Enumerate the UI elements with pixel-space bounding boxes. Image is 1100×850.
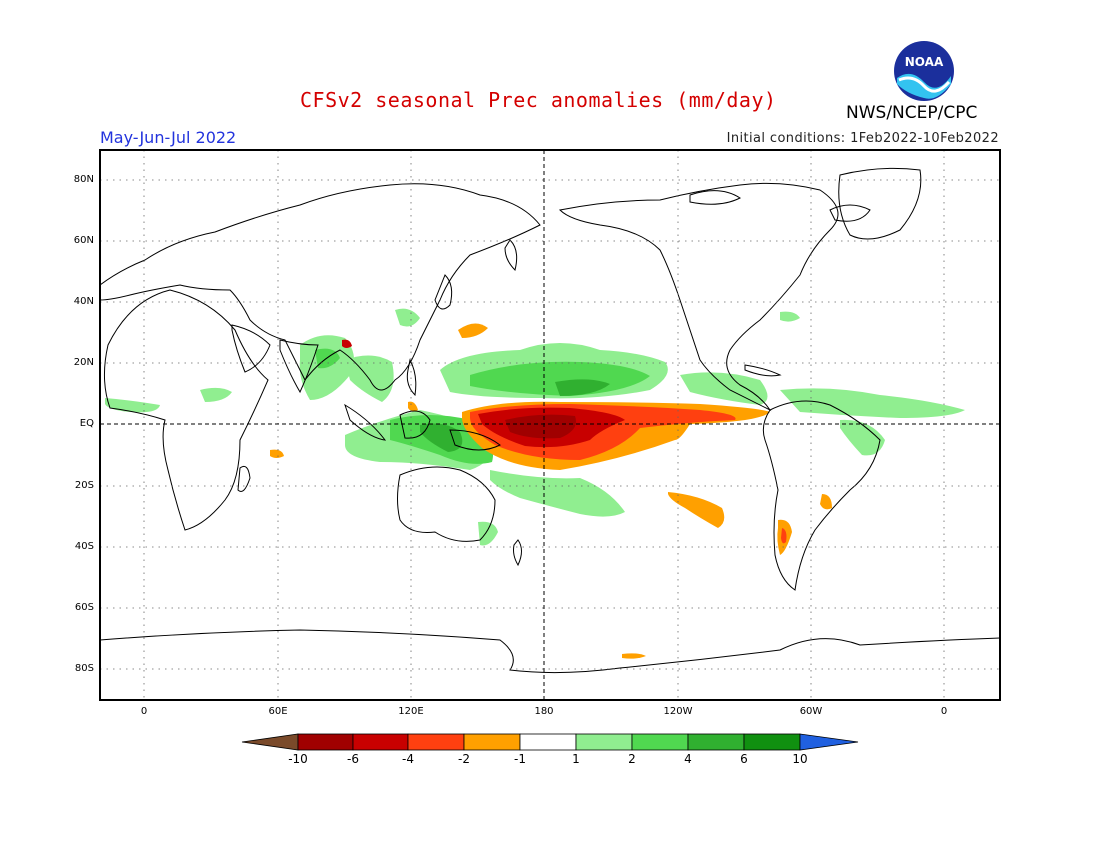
- lon-label-120e: 120E: [398, 706, 424, 717]
- colorbar: [241, 733, 859, 751]
- colorbar-label: -6: [347, 752, 359, 766]
- coast-arctic-canada: [829, 204, 871, 222]
- coast-new-guinea: [449, 429, 501, 451]
- colorbar-label: -1: [514, 752, 526, 766]
- agency-label: NWS/NCEP/CPC: [846, 103, 978, 123]
- coast-australia: [397, 466, 496, 542]
- colorbar-bin-8: [687, 733, 745, 751]
- coast-eurasia: [100, 183, 541, 391]
- coast-new-zealand: [513, 539, 522, 567]
- colorbar-label: -2: [458, 752, 470, 766]
- reference-lines: [100, 150, 1000, 700]
- initial-conditions-label: Initial conditions: 1Feb2022-10Feb2022: [726, 131, 999, 146]
- lat-label-40n: 40N: [73, 296, 94, 307]
- lat-label-40s: 40S: [74, 541, 94, 552]
- dry-region-chile-core: [781, 528, 787, 544]
- lat-label-eq: EQ: [79, 418, 94, 429]
- lon-label-0-east: 0: [940, 706, 948, 717]
- coast-south-america: [762, 400, 881, 591]
- logo-text: NOAA: [905, 55, 944, 69]
- colorbar-label: 1: [572, 752, 580, 766]
- coast-kamchatka: [504, 239, 518, 271]
- lat-label-60n: 60N: [73, 235, 94, 246]
- dry-region-bangladesh: [342, 339, 352, 348]
- wet-region-maritime-core: [420, 423, 463, 452]
- lon-label-0: 0: [140, 706, 148, 717]
- colorbar-bin-5: [519, 733, 577, 751]
- coast-north-america: [558, 182, 839, 412]
- wet-region-australia-east: [478, 521, 498, 546]
- colorbar-label: -10: [288, 752, 308, 766]
- colorbar-bin-9: [743, 733, 801, 751]
- wet-region-philippine-sea: [395, 308, 420, 327]
- wet-region-east-pacific-itcz: [680, 372, 768, 405]
- coast-japan: [434, 274, 453, 310]
- wet-region-south-pacific-convergence: [490, 470, 625, 517]
- colorbar-cap-high: [799, 733, 859, 751]
- season-label: May-Jun-Jul 2022: [100, 128, 237, 147]
- lon-label-60w: 60W: [799, 706, 823, 717]
- colorbar-bin-4: [463, 733, 521, 751]
- coast-arabia: [231, 324, 271, 373]
- coast-borneo: [399, 410, 431, 439]
- dry-region-indian-ocean-south: [270, 449, 284, 458]
- wet-region-central-pacific-north-peak: [555, 379, 610, 396]
- colorbar-label: 6: [740, 752, 748, 766]
- noaa-logo-icon: NOAA: [894, 41, 954, 101]
- dry-region-southeast-pacific: [668, 492, 725, 528]
- colorbar-label: 4: [684, 752, 692, 766]
- lat-label-60s: 60S: [74, 602, 94, 613]
- coast-svalbard: [689, 190, 742, 205]
- wet-region-amazon: [840, 419, 885, 456]
- coast-antarctica: [100, 629, 1000, 674]
- map-title: CFSv2 seasonal Prec anomalies (mm/day): [300, 88, 777, 112]
- anomaly-fields: [105, 308, 965, 659]
- coast-cuba: [744, 364, 782, 377]
- graticule: [100, 150, 1000, 700]
- lat-label-20s: 20S: [74, 480, 94, 491]
- colorbar-cap-low: [241, 733, 299, 751]
- lat-label-20n: 20N: [73, 357, 94, 368]
- dry-region-central-pacific-core: [505, 414, 576, 439]
- coastlines: [100, 167, 1000, 674]
- colorbar-label: -4: [402, 752, 414, 766]
- colorbar-bin-1: [297, 733, 354, 751]
- dry-region-south-pacific-lower: [622, 653, 646, 659]
- wet-region-central-pacific-north-core: [470, 361, 650, 396]
- coast-india: [279, 339, 319, 394]
- colorbar-bin-3: [407, 733, 465, 751]
- wet-region-atlantic-itcz: [780, 388, 965, 418]
- coast-madagascar: [237, 465, 251, 492]
- dry-region-east-pacific-north: [408, 401, 418, 412]
- wet-region-india: [299, 335, 354, 400]
- colorbar-bin-6: [575, 733, 633, 751]
- lat-label-80n: 80N: [73, 174, 94, 185]
- lat-label-80s: 80S: [74, 663, 94, 674]
- map-frame: [99, 149, 1001, 701]
- dry-anomalies: [270, 323, 832, 659]
- colorbar-bin-7: [631, 733, 689, 751]
- dry-region-south-atlantic: [820, 494, 832, 510]
- lon-label-180: 180: [534, 706, 554, 717]
- dry-region-north-pacific: [458, 323, 488, 338]
- coast-sumatra: [344, 403, 387, 441]
- colorbar-bin-2: [352, 733, 409, 751]
- lon-label-120w: 120W: [663, 706, 693, 717]
- coast-africa: [103, 289, 269, 531]
- colorbar-label: 2: [628, 752, 636, 766]
- colorbar-label: 10: [792, 752, 808, 766]
- lon-label-60e: 60E: [268, 706, 288, 717]
- wet-region-caribbean: [780, 311, 800, 322]
- wet-region-sahel: [200, 387, 232, 402]
- coast-philippines: [406, 358, 417, 397]
- coast-greenland: [838, 167, 922, 240]
